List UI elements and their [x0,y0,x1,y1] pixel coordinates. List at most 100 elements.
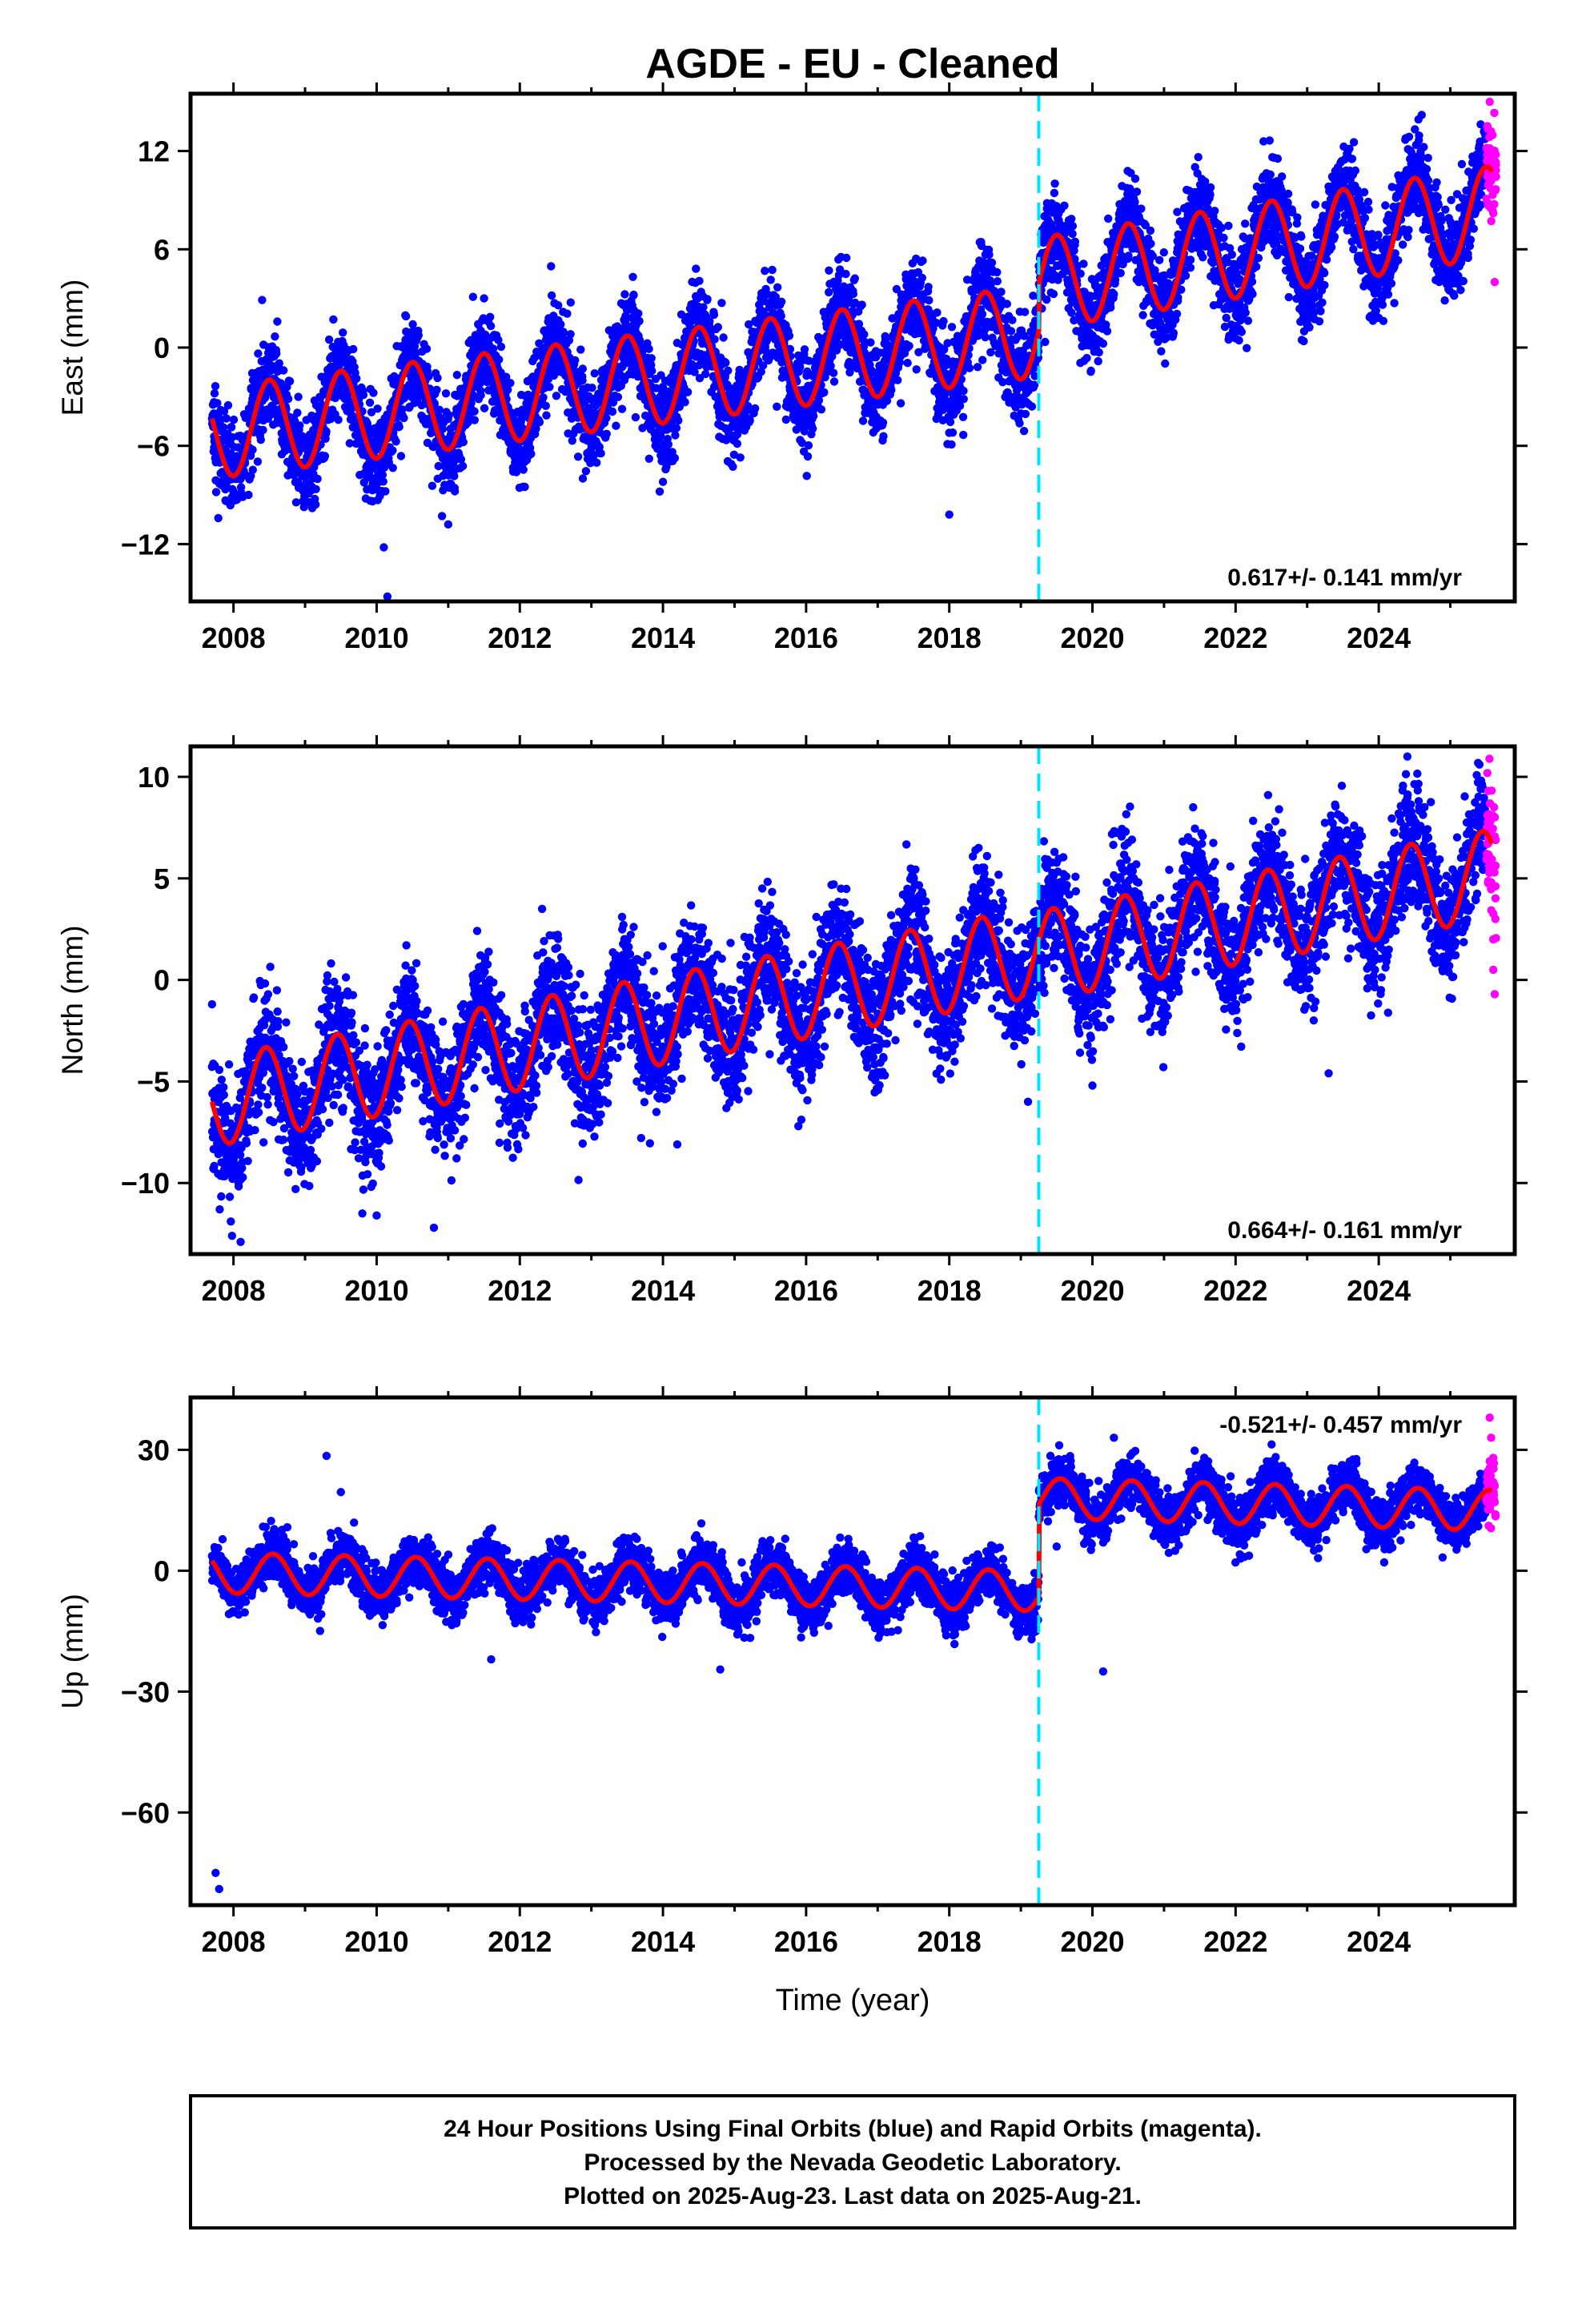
final-orbit-point [535,417,544,427]
plot-area [207,98,1500,601]
final-orbit-point [222,414,231,423]
final-orbit-point [547,291,556,300]
final-orbit-point [444,411,453,420]
final-orbit-point [1194,153,1203,162]
final-orbit-point [802,472,811,480]
final-orbit-point [488,344,498,353]
final-orbit-point [1161,359,1170,368]
final-orbit-point [272,349,281,358]
final-orbit-point [248,445,257,454]
final-orbit-point [672,424,681,432]
final-orbit-point [424,372,433,381]
final-orbit-point [1060,201,1069,210]
final-orbit-point [1008,316,1017,324]
final-orbit-point [596,448,605,458]
final-orbit-point [879,432,888,440]
final-orbit-point [480,404,489,412]
final-orbit-point [1041,337,1050,347]
final-orbit-point [476,379,485,388]
final-orbit-point [279,366,288,375]
final-orbit-point [434,461,443,471]
final-orbit-point [223,400,233,410]
final-orbit-point [592,458,601,467]
final-orbit-point [1172,309,1182,319]
final-orbit-point [211,488,221,497]
final-orbit-point [259,425,267,435]
final-orbit-point [527,449,536,458]
final-orbit-point [1146,239,1155,248]
final-orbit-point [959,386,968,396]
final-orbit-point [285,376,295,386]
final-orbit-point [781,415,790,424]
final-orbit-point [275,359,283,368]
final-orbit-point [219,407,229,416]
final-orbit-point [1050,188,1059,198]
final-orbit-point [433,373,442,383]
final-orbit-point [573,452,583,461]
final-orbit-point [978,356,987,364]
final-orbit-point [1219,233,1228,243]
final-orbit-point [733,439,741,448]
final-orbit-point [1222,313,1231,323]
final-orbit-point [458,461,468,471]
final-orbit-point [547,262,556,271]
final-orbit-point [933,308,942,317]
final-orbit-point [1199,253,1207,262]
final-orbit-point [745,416,754,425]
final-orbit-point [1227,250,1237,259]
final-orbit-point [213,399,222,408]
final-orbit-point [435,405,444,414]
final-orbit-point [1104,214,1113,223]
final-orbit-point [717,299,726,308]
final-orbit-point [563,309,572,318]
final-orbit-point [1157,347,1166,356]
final-orbit-point [912,365,921,374]
final-orbit-point [613,392,623,401]
final-orbit-point [647,354,656,363]
final-orbit-point [1116,268,1125,278]
final-orbit-point [256,436,265,444]
final-orbit-point [1019,427,1029,436]
final-orbit-point [1159,248,1169,257]
final-orbit-point [359,391,368,400]
final-orbit-point [365,398,375,407]
final-orbit-point [1094,356,1102,366]
final-orbit-point [1130,175,1140,183]
final-orbit-point [470,407,479,416]
final-orbit-point [1079,259,1088,268]
final-orbit-point [578,376,587,385]
final-orbit-point [293,408,302,417]
final-orbit-point [849,289,858,299]
final-orbit-point [736,453,745,462]
final-orbit-point [568,436,576,445]
final-orbit-point [1015,419,1024,428]
final-orbit-point [701,369,710,379]
final-orbit-point [506,379,515,388]
final-orbit-point [644,454,653,463]
final-orbit-point [486,321,496,331]
final-orbit-point [519,465,528,474]
final-orbit-point [947,323,957,332]
final-orbit-point [948,428,958,437]
final-orbit-point [917,273,927,283]
final-orbit-point [817,405,826,414]
final-orbit-point [349,344,358,354]
final-orbit-point [1130,198,1139,207]
final-orbit-point [210,389,219,398]
final-orbit-point [959,395,968,404]
final-orbit-point [578,474,588,483]
final-orbit-point [713,323,722,332]
final-orbit-point [369,388,378,397]
final-orbit-point [1186,263,1195,272]
final-orbit-point [1138,311,1147,320]
final-orbit-point [829,368,838,377]
final-orbit-point [959,430,968,440]
final-orbit-point [724,366,733,375]
final-orbit-point [352,374,361,383]
final-orbit-point [1110,290,1118,299]
final-orbit-point [556,320,565,329]
final-orbit-point [541,401,550,410]
final-orbit-point [459,437,468,447]
final-orbit-point [322,427,331,436]
final-orbit-point [588,384,596,392]
